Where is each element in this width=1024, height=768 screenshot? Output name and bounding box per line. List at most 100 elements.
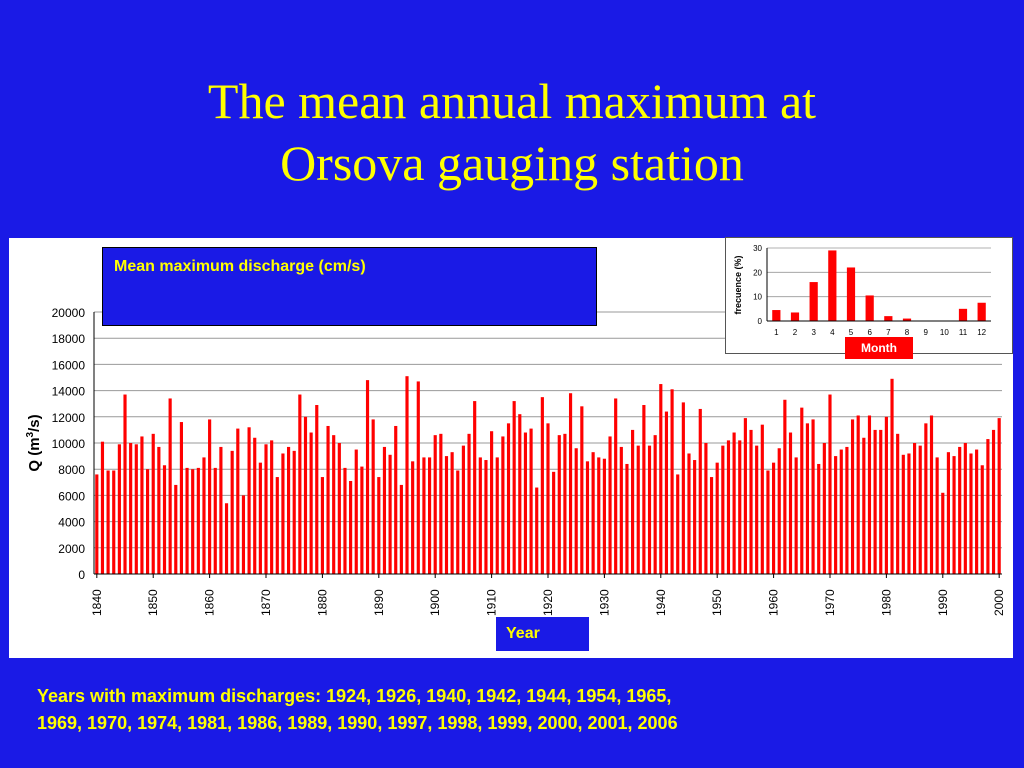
bar-1844 [117,444,121,574]
bar-1919 [540,397,544,574]
bar-1971 [834,456,838,574]
bar-1908 [478,457,482,574]
bar-1955 [743,418,747,574]
bar-1885 [349,480,353,574]
bar-1859 [202,457,206,574]
bar-1960 [772,462,776,574]
bar-1871 [270,440,274,574]
footnote: Years with maximum discharges: 1924, 192… [37,683,997,737]
x-axis-label-box: Year [496,617,589,651]
slide-title-line-2: Orsova gauging station [280,135,744,191]
x-axis-label: Year [506,625,540,642]
bar-1949 [709,477,714,574]
bar-1867 [247,427,251,574]
bar-1972 [839,449,843,574]
x-tick-label: 1870 [259,589,273,616]
bar-1920 [546,423,550,574]
bar-1840 [95,474,99,574]
bar-1870 [264,444,268,574]
bar-1890 [377,477,381,574]
bar-1869 [258,462,262,574]
bar-1903 [450,452,454,574]
bar-1945 [687,453,691,574]
inset-bar-month-4 [828,250,837,321]
inset-x-axis-label-box: Month [845,337,913,359]
bar-1863 [224,503,229,574]
bar-1959 [766,470,770,574]
bar-1999 [991,429,996,574]
inset-x-tick-label: 3 [811,328,816,337]
bar-1841 [100,441,105,574]
bar-1984 [907,453,911,574]
bar-1866 [241,495,246,574]
inset-bar-month-6 [865,295,874,321]
bar-1976 [862,437,866,574]
bar-1932 [614,398,618,574]
bar-1957 [755,445,759,574]
x-tick-label: 1980 [879,589,893,616]
bar-1892 [388,454,392,574]
bar-1887 [360,466,364,574]
bar-1876 [298,394,302,574]
x-tick-label: 1960 [767,589,781,616]
x-tick-label: 1850 [146,589,160,616]
bar-1883 [337,443,341,574]
x-tick-label: 1900 [428,589,442,616]
bar-1898 [422,457,426,574]
x-tick-label: 1970 [823,589,837,616]
slide-title: The mean annual maximum at Orsova gaugin… [0,70,1024,194]
legend-text: Mean maximum discharge (cm/s) [114,258,366,275]
y-tick-label: 12000 [52,411,86,425]
bar-1849 [146,469,150,574]
bar-1927 [585,461,590,574]
bar-1989 [935,457,939,574]
bar-1875 [292,450,296,574]
inset-bar-month-11 [958,308,968,321]
slide-title-line-1: The mean annual maximum at [207,73,817,129]
bar-1907 [473,401,477,574]
bar-1852 [162,465,167,574]
bar-1880 [320,477,324,574]
bar-1940 [659,384,663,574]
bar-1979 [879,429,883,574]
bar-1946 [693,460,697,574]
y-tick-label: 20000 [52,306,86,320]
inset-x-tick-label: 11 [959,328,968,337]
inset-chart-panel: 0 10 20 30 1 2 3 4 5 6 7 8 9 10 11 12 frecuence (%) [725,237,1013,354]
bar-1896 [411,461,415,574]
bar-1926 [580,406,584,574]
bar-1900 [433,435,437,574]
bar-1953 [732,432,736,574]
bar-1944 [681,402,685,574]
bar-1923 [563,433,567,574]
inset-x-tick-label: 12 [977,328,986,337]
bar-1931 [608,436,612,574]
bar-1941 [664,411,669,574]
bar-1934 [625,463,629,574]
bar-1924 [568,393,573,574]
bar-1929 [597,457,601,574]
inset-y-axis-label: frecuence (%) [733,255,743,314]
inset-bar-month-1 [772,310,781,321]
bar-1848 [140,436,144,574]
bar-1947 [698,408,702,574]
bar-1951 [721,445,725,574]
bar-1889 [371,419,375,574]
inset-bar-month-12 [977,302,986,321]
bar-1893 [394,425,398,574]
bar-1969 [822,443,826,574]
x-tick-label: 1890 [372,589,386,616]
x-tick-label: 1940 [654,589,668,616]
bar-1897 [416,381,420,574]
bar-1993 [958,446,962,574]
bar-1917 [529,428,533,574]
bar-1973 [845,446,849,574]
inset-x-tick-label: 4 [830,328,835,337]
bar-1842 [106,470,110,574]
bar-1847 [134,444,138,574]
bar-1864 [230,450,234,574]
bar-1905 [461,445,465,574]
bar-1988 [929,415,934,574]
inset-y-tick-label: 0 [758,317,763,326]
y-tick-label: 4000 [58,516,85,530]
